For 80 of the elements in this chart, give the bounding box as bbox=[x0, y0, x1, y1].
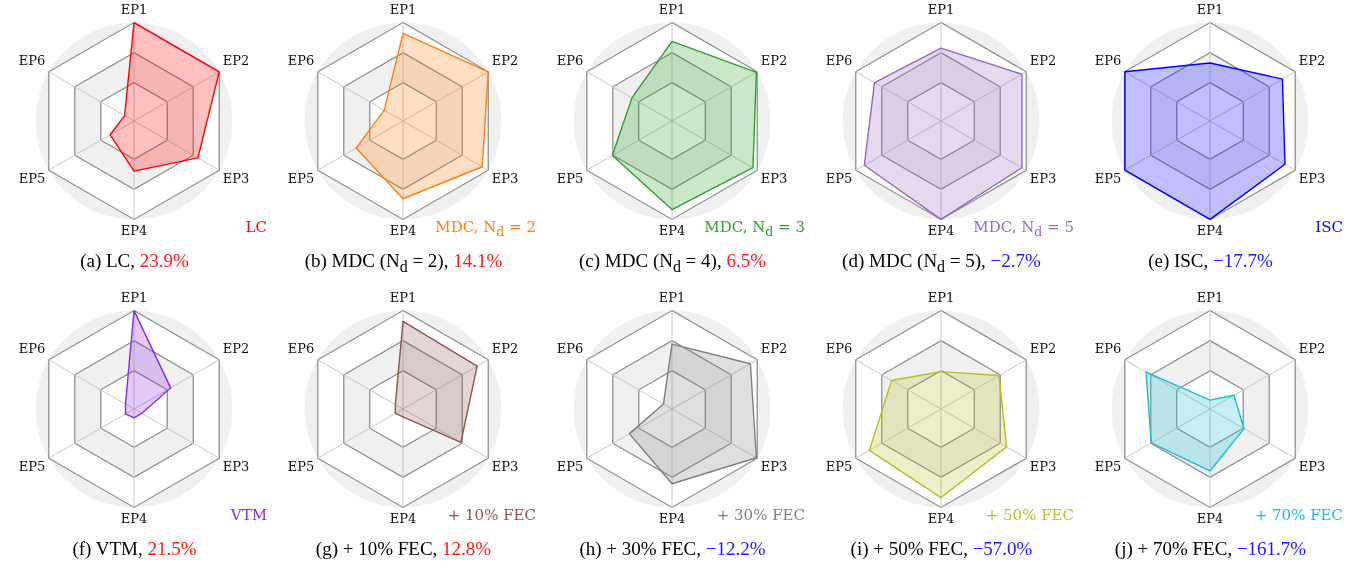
spoke-label: EP6 bbox=[825, 53, 853, 69]
text: + 10% FEC bbox=[447, 506, 536, 524]
spoke-label: EP5 bbox=[556, 171, 584, 187]
spoke-label: EP1 bbox=[927, 290, 955, 306]
spoke-label: EP4 bbox=[658, 222, 686, 238]
text: + 70% FEC bbox=[1254, 506, 1343, 524]
spoke-label: EP6 bbox=[287, 341, 315, 357]
spoke-label: EP6 bbox=[1094, 53, 1122, 69]
text: (i) + 50% FEC, −57.0% bbox=[850, 538, 1033, 559]
spoke-label: EP3 bbox=[222, 459, 250, 475]
spoke-label: EP2 bbox=[1029, 53, 1057, 69]
spoke-label: EP3 bbox=[760, 459, 788, 475]
spoke-label: EP3 bbox=[1029, 459, 1057, 475]
text: LC bbox=[245, 218, 267, 236]
spoke-label: EP4 bbox=[389, 510, 417, 526]
series-label: MDC, N$_{d}$ = 5 bbox=[973, 218, 1074, 239]
spoke-label: EP3 bbox=[222, 171, 250, 187]
spoke-label: EP1 bbox=[658, 2, 686, 18]
spoke-label: EP4 bbox=[658, 510, 686, 526]
text: (f) VTM, 21.5% bbox=[72, 538, 197, 559]
spoke-label: EP2 bbox=[1298, 53, 1326, 69]
spoke-label: EP5 bbox=[1094, 459, 1122, 475]
spoke-label: EP5 bbox=[825, 171, 853, 187]
spoke-label: EP5 bbox=[1094, 171, 1122, 187]
spoke-label: EP4 bbox=[389, 222, 417, 238]
spoke-label: EP5 bbox=[556, 459, 584, 475]
spoke-label: EP2 bbox=[1298, 341, 1326, 357]
spoke-label: EP1 bbox=[120, 2, 148, 18]
text: (d) MDC (N$_{d}$ = 5), −2.7% bbox=[842, 250, 1041, 275]
spoke-label: EP3 bbox=[491, 459, 519, 475]
text: (e) ISC, −17.7% bbox=[1148, 250, 1273, 271]
spoke-label: EP3 bbox=[491, 171, 519, 187]
spoke-label: EP1 bbox=[389, 2, 417, 18]
spoke-label: EP6 bbox=[18, 53, 46, 69]
spoke-label: EP2 bbox=[760, 53, 788, 69]
spoke-label: EP4 bbox=[1196, 222, 1224, 238]
text: VTM bbox=[230, 506, 267, 524]
spoke-label: EP1 bbox=[120, 290, 148, 306]
text: + 30% FEC bbox=[716, 506, 805, 524]
spoke-label: EP1 bbox=[658, 290, 686, 306]
text: (j) + 70% FEC, −161.7% bbox=[1114, 538, 1307, 559]
text: (c) MDC (N$_{d}$ = 4), 6.5% bbox=[579, 250, 766, 275]
text: ISC bbox=[1315, 218, 1343, 236]
text: (g) + 10% FEC, 12.8% bbox=[315, 538, 492, 559]
spoke-label: EP1 bbox=[389, 290, 417, 306]
spoke-label: EP1 bbox=[1196, 2, 1224, 18]
text: + 50% FEC bbox=[985, 506, 1074, 524]
spoke-label: EP6 bbox=[556, 341, 584, 357]
spoke-label: EP5 bbox=[287, 459, 315, 475]
spoke-label: EP2 bbox=[1029, 341, 1057, 357]
spoke-label: EP2 bbox=[222, 341, 250, 357]
spoke-label: EP5 bbox=[18, 171, 46, 187]
spoke-label: EP6 bbox=[18, 341, 46, 357]
spoke-label: EP2 bbox=[222, 53, 250, 69]
spoke-label: EP1 bbox=[1196, 290, 1224, 306]
spoke-label: EP6 bbox=[556, 53, 584, 69]
spoke-label: EP5 bbox=[18, 459, 46, 475]
text: (h) + 30% FEC, −12.2% bbox=[579, 538, 766, 559]
spoke-label: EP1 bbox=[927, 2, 955, 18]
spoke-label: EP6 bbox=[287, 53, 315, 69]
spoke-label: EP2 bbox=[491, 341, 519, 357]
series-label: MDC, N$_{d}$ = 3 bbox=[704, 218, 805, 239]
series-label: MDC, N$_{d}$ = 2 bbox=[435, 218, 536, 239]
spoke-label: EP4 bbox=[120, 222, 148, 238]
spoke-label: EP2 bbox=[760, 341, 788, 357]
spoke-label: EP3 bbox=[760, 171, 788, 187]
spoke-label: EP3 bbox=[1298, 171, 1326, 187]
spoke-label: EP4 bbox=[120, 510, 148, 526]
spoke-label: EP5 bbox=[287, 171, 315, 187]
spoke-label: EP4 bbox=[927, 222, 955, 238]
spoke-label: EP3 bbox=[1298, 459, 1326, 475]
spoke-label: EP6 bbox=[825, 341, 853, 357]
text: (a) LC, 23.9% bbox=[80, 250, 189, 271]
spoke-label: EP3 bbox=[1029, 171, 1057, 187]
spoke-label: EP2 bbox=[491, 53, 519, 69]
spoke-label: EP4 bbox=[1196, 510, 1224, 526]
spoke-label: EP5 bbox=[825, 459, 853, 475]
spoke-label: EP4 bbox=[927, 510, 955, 526]
text: (b) MDC (N$_{d}$ = 2), 14.1% bbox=[304, 250, 503, 275]
spoke-label: EP6 bbox=[1094, 341, 1122, 357]
